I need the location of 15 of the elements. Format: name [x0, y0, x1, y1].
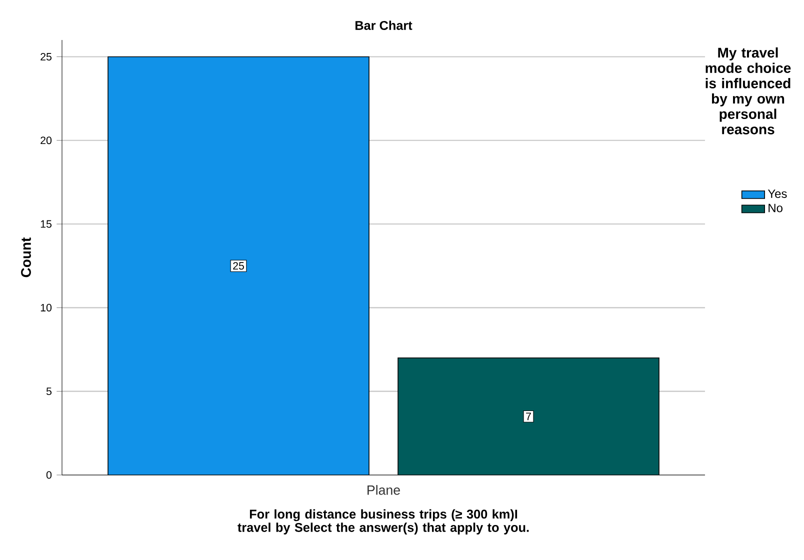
y-tick-label: 10: [40, 304, 52, 312]
x-axis-title: For long distance business trips (≥ 300 km)I travel by Select the answer(s) that apply to you.: [238, 509, 529, 534]
y-axis-title: Count: [21, 237, 31, 278]
data-label: 25: [233, 262, 244, 270]
legend-title: My travel mode choice is influenced by my own personal reasons: [706, 47, 791, 134]
legend-label: Yes: [768, 190, 787, 198]
data-label: 7: [526, 412, 531, 420]
x-tick-label: Plane: [368, 485, 400, 495]
chart-title: Bar Chart: [356, 20, 412, 30]
legend-label: No: [768, 204, 782, 212]
y-tick-label: 25: [40, 52, 52, 60]
y-tick-label: 5: [46, 388, 52, 396]
y-tick-label: 15: [40, 220, 52, 228]
y-tick-label: 20: [40, 136, 52, 144]
y-tick-label: 0: [46, 471, 52, 479]
